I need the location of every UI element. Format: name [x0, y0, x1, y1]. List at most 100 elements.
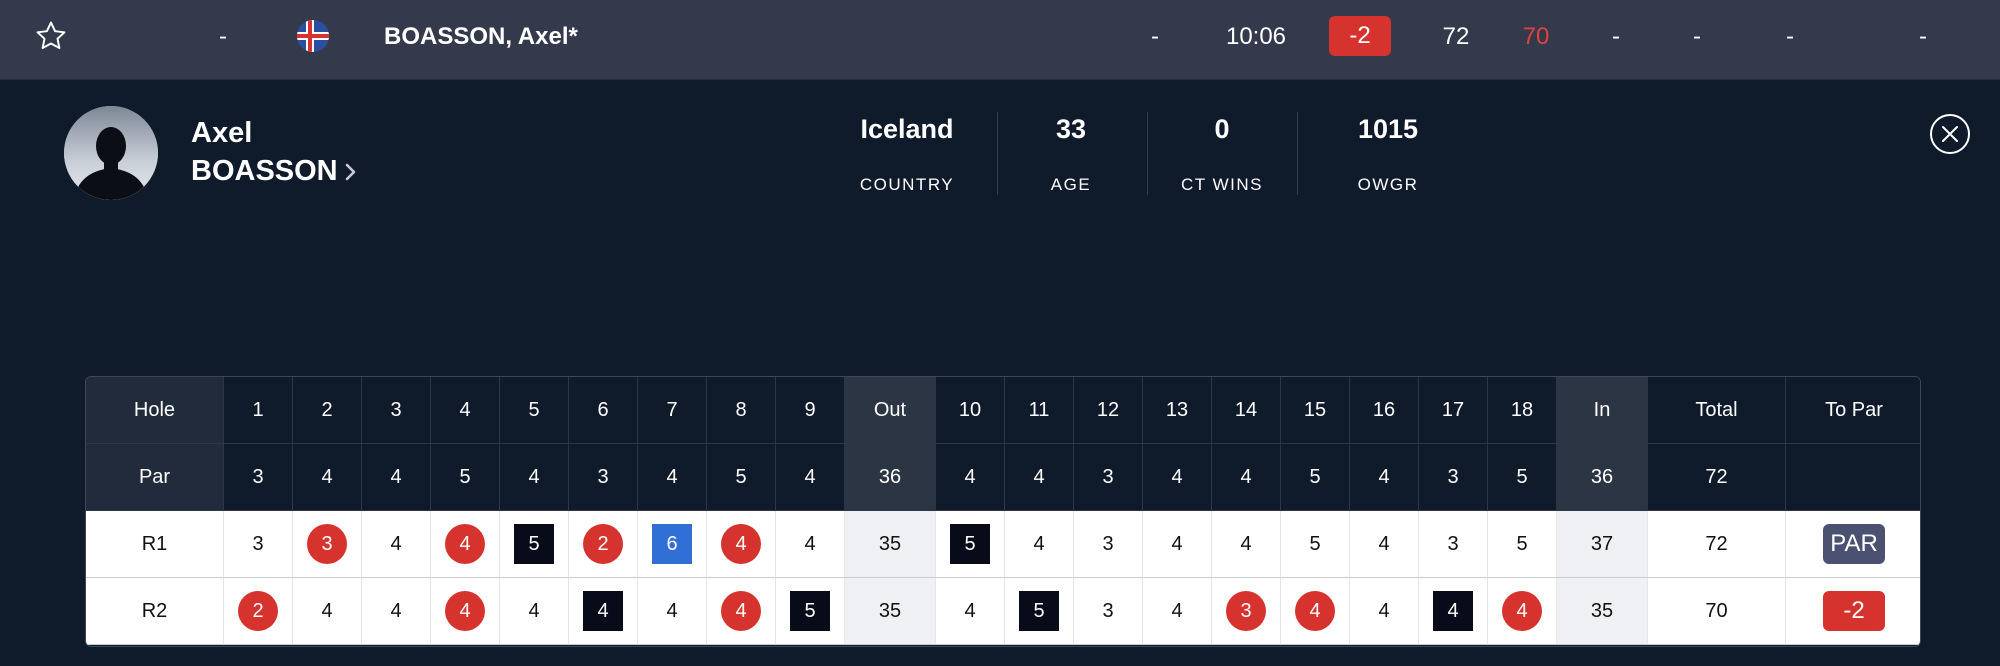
score-cell: 4	[1281, 578, 1350, 645]
birdie-marker: 4	[1502, 591, 1542, 631]
score-cell: 4	[362, 511, 431, 578]
country-value: Iceland	[860, 114, 954, 144]
par-cell: 4	[500, 444, 569, 511]
score-cell: 6	[638, 511, 707, 578]
score-cell: 3	[224, 511, 293, 578]
chevron-right-icon[interactable]	[344, 161, 358, 183]
par-cell: 5	[1281, 444, 1350, 511]
thru: -	[1151, 23, 1159, 50]
score-cell: 5	[776, 578, 845, 645]
score-cell: 4	[707, 578, 776, 645]
bogey-marker: 5	[514, 524, 554, 564]
star-icon[interactable]	[34, 19, 68, 53]
hole-header-cell: 13	[1143, 377, 1212, 444]
to-par-pill: -2	[1823, 591, 1885, 631]
avatar	[64, 106, 158, 200]
score-cell: 4	[936, 578, 1005, 645]
par-cell: 5	[1488, 444, 1557, 511]
score-cell: 5	[1281, 511, 1350, 578]
par-cell: 5	[707, 444, 776, 511]
score-cell: 35	[845, 511, 936, 578]
par-cell: 4	[638, 444, 707, 511]
tee-time: 10:06	[1225, 23, 1287, 50]
owgr-label: OWGR	[1357, 175, 1419, 194]
hole-header-cell: To Par	[1786, 377, 1920, 444]
score-cell: 4	[569, 578, 638, 645]
stat-divider	[1147, 112, 1148, 195]
hole-header-cell: 7	[638, 377, 707, 444]
player-name-link[interactable]: BOASSON, Axel*	[384, 23, 578, 50]
round-label: R1	[86, 511, 224, 578]
player-first-name: Axel	[191, 117, 253, 149]
to-par-badge: -2	[1329, 16, 1391, 56]
birdie-marker: 4	[721, 591, 761, 631]
hole-header-cell: 12	[1074, 377, 1143, 444]
owgr-value: 1015	[1357, 114, 1419, 144]
round-total-cell: 72	[1648, 511, 1786, 578]
par-cell: 4	[776, 444, 845, 511]
hole-header-cell: 8	[707, 377, 776, 444]
stat-divider	[1297, 112, 1298, 195]
par-cell: 4	[293, 444, 362, 511]
hole-header-cell: 5	[500, 377, 569, 444]
par-cell: 3	[1074, 444, 1143, 511]
hole-header-cell: Total	[1648, 377, 1786, 444]
par-cell: 3	[224, 444, 293, 511]
hole-header-cell: Out	[845, 377, 936, 444]
birdie-marker: 4	[1295, 591, 1335, 631]
par-cell: 4	[1350, 444, 1419, 511]
round-3-score: -	[1612, 23, 1620, 50]
close-circle-icon[interactable]	[1929, 113, 1971, 155]
score-cell: 35	[845, 578, 936, 645]
hole-header-cell: 11	[1005, 377, 1074, 444]
par-cell: 3	[569, 444, 638, 511]
score-cell: 2	[224, 578, 293, 645]
hole-header-cell: 2	[293, 377, 362, 444]
total-score: -	[1786, 23, 1794, 50]
score-cell: 4	[1143, 511, 1212, 578]
hole-header-cell: 15	[1281, 377, 1350, 444]
age-label: AGE	[1050, 175, 1092, 194]
score-cell: 2	[569, 511, 638, 578]
earnings: -	[1919, 23, 1927, 50]
leaderboard-row[interactable]: - BOASSON, Axel* - 10:06 -2 72 70 - - - …	[0, 0, 2000, 80]
birdie-marker: 2	[238, 591, 278, 631]
scorecard-table: Hole 1 2 3 4 5 6 7 8 9 Out 10 11 12 13 14 15 16 17 18 In Tota…	[85, 376, 1921, 647]
round-2-score: 70	[1522, 23, 1550, 50]
hole-header-cell: 17	[1419, 377, 1488, 444]
iceland-flag-icon	[297, 20, 329, 52]
score-cell: 37	[1557, 511, 1648, 578]
birdie-marker: 3	[1226, 591, 1266, 631]
par-cell: Par	[86, 444, 224, 511]
round-to-par-cell: -2	[1786, 578, 1920, 645]
round-4-score: -	[1693, 23, 1701, 50]
par-cell: 4	[362, 444, 431, 511]
par-cell: 4	[1143, 444, 1212, 511]
score-cell: 35	[1557, 578, 1648, 645]
birdie-marker: 4	[721, 524, 761, 564]
hole-header-cell: In	[1557, 377, 1648, 444]
score-cell: 5	[1488, 511, 1557, 578]
hole-header-cell: 1	[224, 377, 293, 444]
bogey-marker: 5	[790, 591, 830, 631]
par-cell: 36	[1557, 444, 1648, 511]
hole-header-cell: 9	[776, 377, 845, 444]
score-cell: 4	[1143, 578, 1212, 645]
birdie-marker: 2	[583, 524, 623, 564]
ct-wins-value: 0	[1214, 114, 1230, 144]
stat-divider	[997, 112, 998, 195]
score-cell: 3	[293, 511, 362, 578]
score-cell: 5	[500, 511, 569, 578]
hole-header-cell: 18	[1488, 377, 1557, 444]
score-cell: 4	[431, 511, 500, 578]
score-cell: 4	[293, 578, 362, 645]
score-cell: 4	[1350, 578, 1419, 645]
score-cell: 4	[1005, 511, 1074, 578]
player-last-name[interactable]: BOASSON	[191, 155, 338, 187]
birdie-marker: 4	[445, 591, 485, 631]
score-cell: 4	[707, 511, 776, 578]
round-1-score: 72	[1442, 23, 1470, 50]
score-cell: 4	[1350, 511, 1419, 578]
round-total-cell: 70	[1648, 578, 1786, 645]
par-cell: 4	[1212, 444, 1281, 511]
